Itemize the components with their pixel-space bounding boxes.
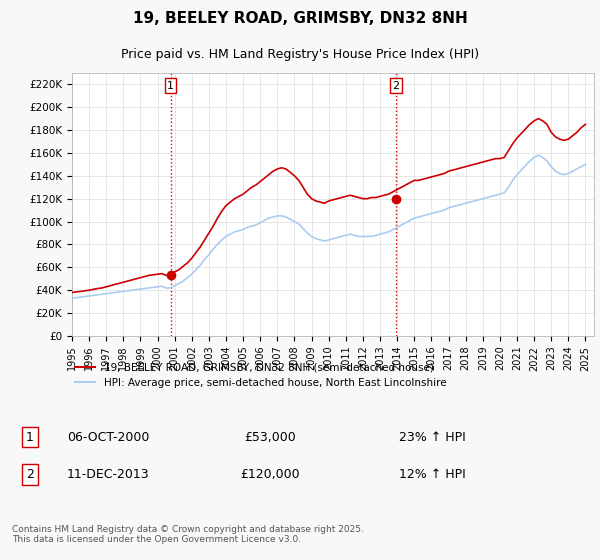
Text: £120,000: £120,000 (240, 468, 300, 481)
Text: 12% ↑ HPI: 12% ↑ HPI (398, 468, 466, 481)
Text: Price paid vs. HM Land Registry's House Price Index (HPI): Price paid vs. HM Land Registry's House … (121, 48, 479, 61)
Text: £53,000: £53,000 (244, 431, 296, 444)
Text: Contains HM Land Registry data © Crown copyright and database right 2025.
This d: Contains HM Land Registry data © Crown c… (12, 525, 364, 544)
Text: 11-DEC-2013: 11-DEC-2013 (67, 468, 149, 481)
Text: 2: 2 (392, 81, 400, 91)
Legend: 19, BEELEY ROAD, GRIMSBY, DN32 8NH (semi-detached house), HPI: Average price, se: 19, BEELEY ROAD, GRIMSBY, DN32 8NH (semi… (70, 358, 451, 392)
Text: 06-OCT-2000: 06-OCT-2000 (67, 431, 149, 444)
Text: 1: 1 (167, 81, 174, 91)
Text: 23% ↑ HPI: 23% ↑ HPI (398, 431, 466, 444)
Text: 2: 2 (26, 468, 34, 481)
Text: 19, BEELEY ROAD, GRIMSBY, DN32 8NH: 19, BEELEY ROAD, GRIMSBY, DN32 8NH (133, 11, 467, 26)
Text: 1: 1 (26, 431, 34, 444)
